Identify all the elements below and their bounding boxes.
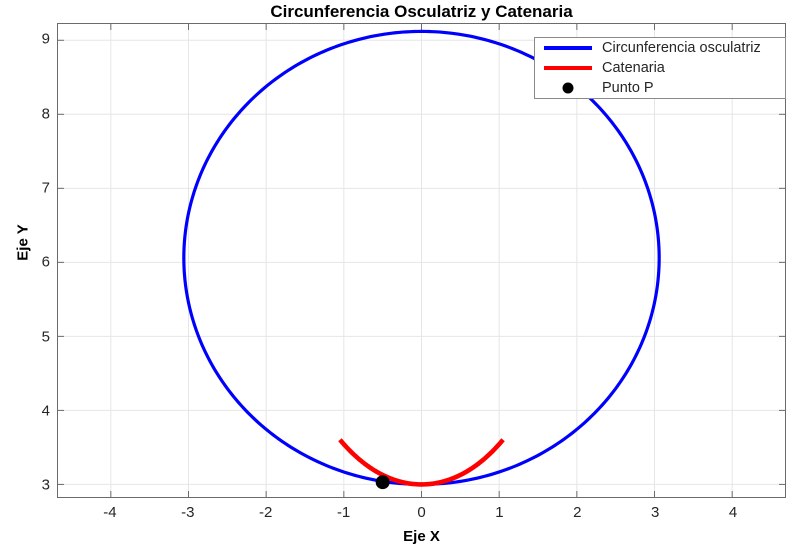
legend-item-catenaria: Catenaria — [535, 58, 785, 78]
legend-item-punto-p: Punto P — [535, 78, 785, 98]
x-axis-label: Eje X — [403, 528, 440, 545]
legend-swatch-line-blue — [540, 38, 596, 58]
grid-lines-vertical — [110, 24, 733, 497]
legend-label: Catenaria — [602, 60, 665, 76]
legend-item-circunferencia-osculatriz: Circunferencia osculatriz — [535, 38, 785, 58]
tick-marks-x — [110, 24, 733, 497]
legend-label: Circunferencia osculatriz — [602, 40, 761, 56]
legend-label: Punto P — [602, 80, 654, 96]
x-tick-label: 1 — [495, 504, 504, 521]
x-tick-label: -3 — [181, 504, 195, 521]
series-punto-p — [375, 475, 390, 490]
x-tick-label: 0 — [417, 504, 426, 521]
x-tick-label: -1 — [336, 504, 351, 521]
series-catenaria — [338, 438, 505, 487]
tick-marks-y — [58, 39, 785, 485]
x-tick-label: -2 — [259, 504, 273, 521]
x-tick-label: 4 — [728, 504, 738, 521]
y-tick-label: 9 — [41, 30, 50, 48]
x-tick-label: -4 — [103, 504, 117, 521]
x-tick-label: 2 — [573, 504, 582, 521]
y-axis-tick-labels: 3 4 5 6 7 8 9 — [0, 0, 50, 553]
y-tick-label: 6 — [41, 253, 50, 271]
y-tick-label: 7 — [41, 179, 50, 197]
legend-swatch-dot-black — [540, 78, 596, 98]
plot-area — [57, 23, 786, 498]
x-tick-label: 3 — [650, 504, 660, 521]
y-tick-label: 8 — [41, 105, 50, 123]
y-tick-label: 4 — [41, 402, 50, 420]
y-tick-label: 5 — [41, 328, 50, 346]
legend-swatch-line-red — [540, 58, 596, 78]
y-axis-label: Eje Y — [14, 224, 32, 261]
chart-title: Circunferencia Osculatriz y Catenaria — [270, 2, 573, 21]
legend: Circunferencia osculatriz Catenaria Punt… — [534, 37, 786, 99]
y-tick-label: 3 — [41, 476, 50, 494]
